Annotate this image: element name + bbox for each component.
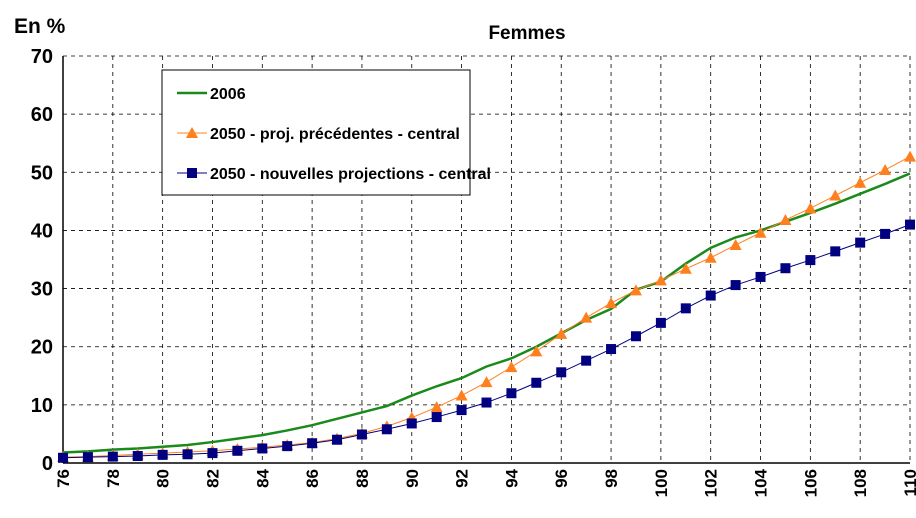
legend-box	[161, 69, 471, 196]
marker	[207, 448, 218, 459]
marker	[132, 451, 143, 462]
marker	[232, 445, 243, 456]
marker	[855, 237, 866, 248]
x-tick-label: 76	[54, 469, 73, 488]
marker	[654, 274, 667, 286]
marker	[187, 168, 197, 178]
marker	[880, 228, 891, 239]
marker	[581, 355, 592, 366]
marker	[679, 262, 692, 274]
series-line	[62, 172, 911, 454]
y-tick-label: 70	[31, 46, 53, 68]
y-tick-label: 10	[31, 395, 53, 417]
marker	[406, 418, 417, 429]
marker	[430, 401, 443, 413]
legend-label: 2050 - nouvelles projections - central	[210, 166, 491, 183]
marker	[854, 176, 867, 188]
marker	[530, 345, 543, 357]
marker	[730, 280, 741, 291]
marker	[905, 219, 915, 230]
marker	[680, 303, 691, 314]
x-tick-label: 90	[403, 469, 422, 488]
x-tick-label: 104	[752, 468, 771, 497]
marker	[780, 263, 791, 274]
marker	[58, 452, 68, 463]
x-tick-label: 108	[851, 469, 870, 497]
marker	[505, 361, 518, 373]
marker	[555, 327, 568, 339]
marker	[381, 424, 392, 435]
marker	[307, 438, 318, 449]
y-tick-label: 30	[31, 279, 53, 301]
marker	[182, 449, 193, 460]
marker	[455, 389, 468, 401]
marker	[186, 127, 198, 138]
marker	[655, 317, 666, 328]
marker	[729, 238, 742, 250]
marker	[580, 311, 593, 323]
x-tick-label: 80	[154, 469, 173, 488]
marker	[356, 429, 367, 440]
y-tick-label: 60	[31, 104, 53, 126]
marker	[282, 441, 293, 452]
marker	[705, 290, 716, 301]
x-tick-label: 102	[702, 469, 721, 497]
marker	[431, 412, 442, 423]
x-tick-label: 92	[453, 469, 472, 488]
marker	[829, 189, 842, 201]
marker	[506, 388, 517, 399]
marker	[332, 434, 343, 445]
y-tick-label: 40	[31, 220, 53, 242]
x-tick-label: 110	[901, 469, 916, 496]
marker	[107, 451, 118, 462]
marker	[606, 344, 617, 355]
marker	[879, 163, 892, 175]
marker	[804, 202, 817, 214]
marker	[830, 246, 841, 257]
marker	[704, 251, 717, 263]
marker	[480, 376, 493, 388]
marker	[556, 367, 567, 378]
marker	[629, 284, 642, 296]
marker	[82, 452, 93, 463]
series-line	[62, 156, 911, 458]
legend-label: 2006	[210, 86, 246, 103]
chart-title: Femmes	[488, 23, 565, 44]
y-axis-label: En %	[14, 15, 66, 38]
x-tick-label: 96	[552, 469, 571, 488]
marker	[605, 297, 618, 309]
x-tick-label: 94	[502, 468, 521, 487]
marker	[904, 150, 916, 162]
marker	[531, 377, 542, 388]
x-tick-label: 106	[801, 469, 820, 497]
marker	[755, 271, 766, 282]
x-tick-label: 88	[353, 469, 372, 488]
y-tick-label: 50	[31, 162, 53, 184]
y-tick-label: 20	[31, 337, 53, 359]
marker	[779, 213, 792, 225]
x-tick-label: 100	[652, 469, 671, 497]
series-line	[62, 224, 911, 459]
marker	[456, 405, 467, 416]
marker	[157, 449, 168, 460]
x-tick-label: 84	[253, 468, 272, 487]
marker	[630, 331, 641, 342]
x-tick-label: 78	[104, 469, 123, 488]
marker	[257, 443, 268, 454]
marker	[481, 397, 492, 408]
y-tick-label: 0	[42, 453, 53, 475]
marker	[754, 226, 767, 238]
x-tick-label: 82	[203, 469, 222, 488]
legend-label: 2050 - proj. précédentes - central	[210, 126, 460, 143]
x-tick-label: 98	[602, 469, 621, 488]
marker	[805, 255, 816, 266]
x-tick-label: 86	[303, 469, 322, 488]
